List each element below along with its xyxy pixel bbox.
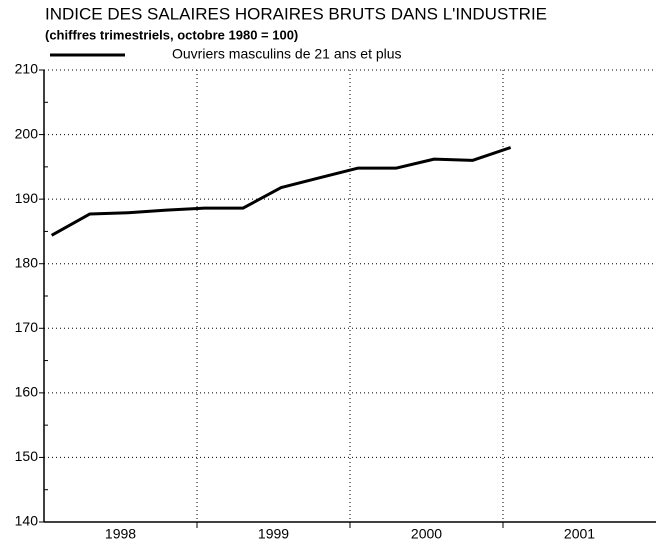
y-tick-label: 140: [15, 513, 39, 529]
legend-label: Ouvriers masculins de 21 ans et plus: [172, 46, 402, 62]
y-tick-label: 170: [15, 319, 39, 335]
chart-title: INDICE DES SALAIRES HORAIRES BRUTS DANS …: [45, 4, 547, 23]
x-tick-label: 1998: [105, 526, 136, 542]
y-tick-label: 200: [15, 125, 39, 141]
chart-subtitle: (chiffres trimestriels, octobre 1980 = 1…: [45, 27, 298, 42]
data-line: [50, 146, 512, 237]
y-tick-label: 190: [15, 190, 39, 206]
x-tick-label: 2001: [564, 526, 595, 542]
x-tick-label: 1999: [258, 526, 289, 542]
y-tick-label: 210: [15, 61, 39, 77]
y-tick-label: 150: [15, 448, 39, 464]
y-tick-label: 180: [15, 254, 39, 270]
x-tick-label: 2000: [411, 526, 442, 542]
y-tick-label: 160: [15, 384, 39, 400]
